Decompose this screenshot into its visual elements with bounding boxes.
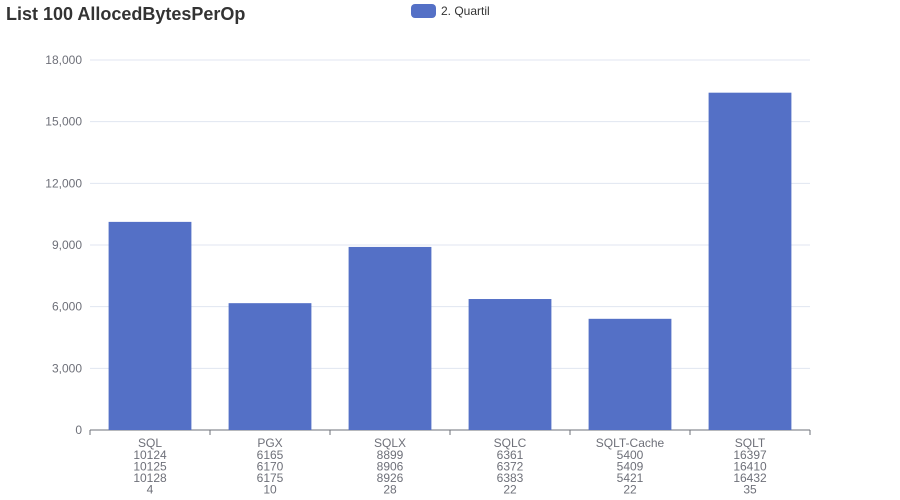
x-category-stat: 8899	[377, 448, 404, 462]
x-category-stat: 22	[503, 483, 517, 497]
y-tick-label: 9,000	[52, 238, 82, 252]
legend-label: 2. Quartil	[441, 4, 490, 18]
x-category-stat: 5409	[617, 460, 644, 474]
y-tick-label: 15,000	[45, 115, 82, 129]
y-tick-label: 18,000	[45, 53, 82, 67]
y-tick-label: 12,000	[45, 176, 82, 190]
x-category-stat: 6165	[257, 448, 284, 462]
x-category-stat: 16410	[733, 460, 767, 474]
x-category-stat: 16397	[733, 448, 767, 462]
x-category-stat: 28	[383, 483, 397, 497]
bar-sqlt	[708, 92, 792, 430]
y-tick-label: 3,000	[52, 361, 82, 375]
x-category-label: PGX	[257, 436, 282, 450]
x-category-label: SQLC	[494, 436, 527, 450]
x-category-label: SQLT	[735, 436, 766, 450]
x-category-stat: 4	[147, 483, 154, 497]
x-category-stat: 10	[263, 483, 277, 497]
x-category-stat: 6170	[257, 460, 284, 474]
x-category-label: SQLT-Cache	[596, 436, 665, 450]
y-tick-label: 0	[75, 423, 82, 437]
legend-swatch	[411, 4, 436, 18]
chart-title: List 100 AllocedBytesPerOp	[6, 4, 246, 24]
x-category-stat: 6383	[497, 471, 524, 485]
x-category-stat: 16432	[733, 471, 767, 485]
x-category-stat: 35	[743, 483, 757, 497]
x-category-stat: 5400	[617, 448, 644, 462]
bar-sqlx	[348, 246, 432, 430]
x-category-label: SQL	[138, 436, 162, 450]
bar-sql	[108, 221, 192, 430]
x-category-stat: 22	[623, 483, 637, 497]
x-category-stat: 8906	[377, 460, 404, 474]
x-category-stat: 6361	[497, 448, 524, 462]
x-category-stat: 6175	[257, 471, 284, 485]
x-category-stat: 10124	[133, 448, 167, 462]
x-category-label: SQLX	[374, 436, 406, 450]
x-category-stat: 10128	[133, 471, 167, 485]
x-category-stat: 5421	[617, 471, 644, 485]
x-category-stat: 10125	[133, 460, 167, 474]
x-category-stat: 6372	[497, 460, 524, 474]
y-tick-label: 6,000	[52, 300, 82, 314]
bar-sqlc	[468, 299, 552, 430]
x-category-stat: 8926	[377, 471, 404, 485]
legend[interactable]: 2. Quartil	[411, 4, 490, 18]
bar-pgx	[228, 303, 312, 430]
bar-sqlt-cache	[588, 318, 672, 430]
